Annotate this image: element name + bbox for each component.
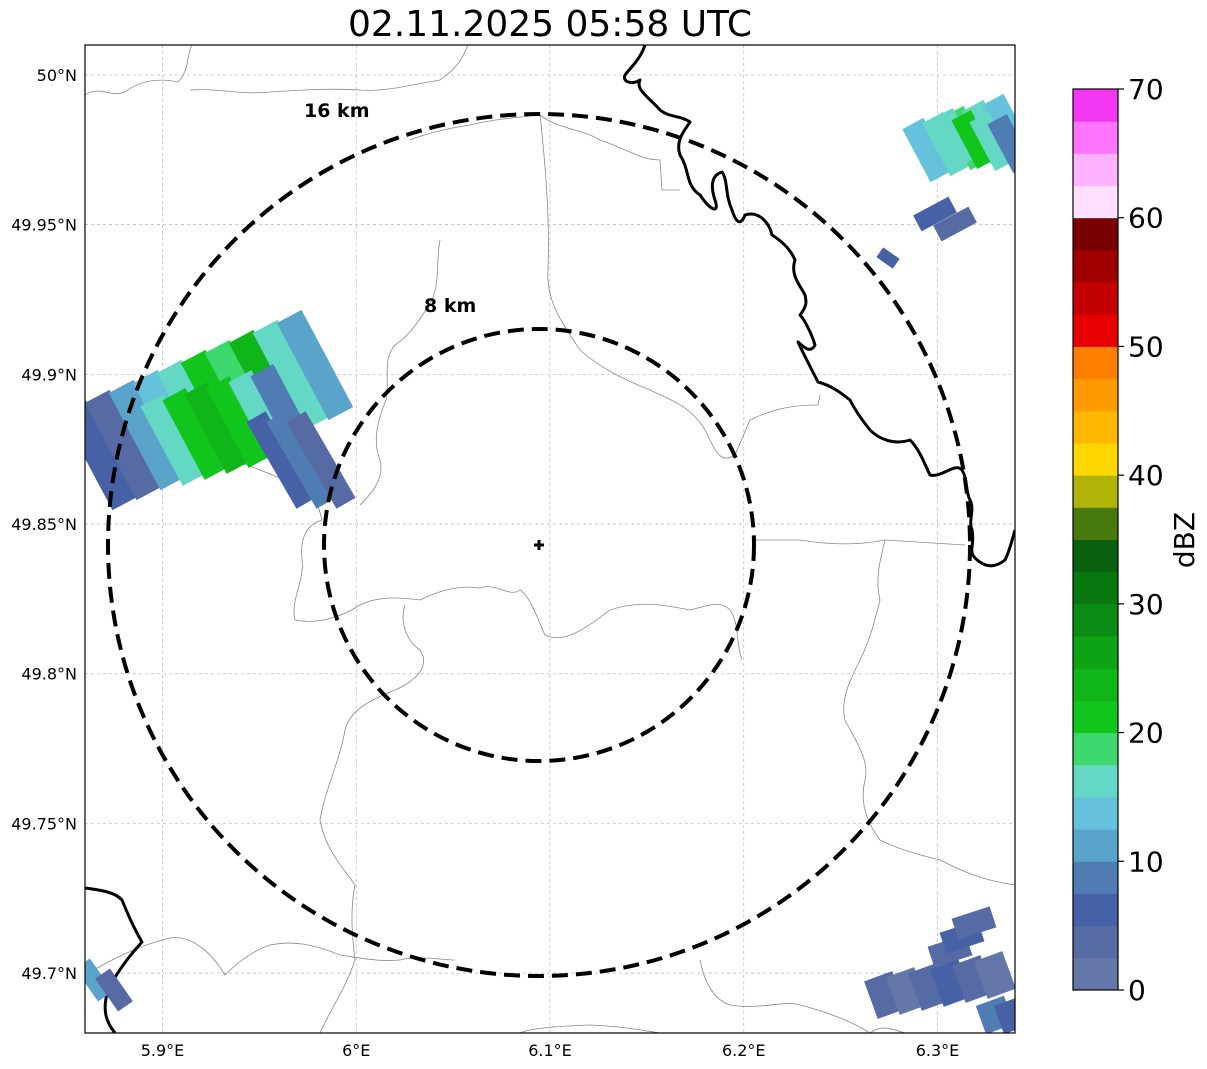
colorbar-bin [1073, 89, 1118, 122]
colorbar [1073, 89, 1118, 991]
longitude-tick-labels: 5.9°E 6°E 6.1°E 6.2°E 6.3°E [141, 1041, 960, 1060]
map-title: 02.11.2025 05:58 UTC [347, 4, 753, 45]
colorbar-bin [1073, 539, 1118, 573]
radar-echo-cell [902, 117, 952, 183]
colorbar-bin [1073, 153, 1118, 187]
lon-tick-label: 5.9°E [141, 1041, 185, 1060]
colorbar-bin [1073, 217, 1118, 251]
colorbar-tick-label: 60 [1128, 202, 1164, 235]
radar-echo-cell [85, 958, 113, 1002]
radar-echo-cell [206, 376, 272, 468]
radar-reflectivity [85, 93, 1015, 1033]
colorbar-bin [1073, 764, 1118, 798]
lon-tick-label: 6.2°E [722, 1041, 766, 1060]
map-frame [84, 44, 1016, 1034]
colorbar-bin [1073, 507, 1118, 540]
radar-echo-cell [969, 112, 1015, 171]
colorbar-bin [1073, 282, 1118, 315]
colorbar-bin [1073, 700, 1118, 734]
range-ring-8km [322, 327, 756, 763]
radar-echo-cell [951, 906, 997, 940]
radar-echo-cell [286, 411, 356, 509]
radar-echo-cell [162, 388, 228, 480]
colorbar-bin [1073, 603, 1118, 637]
colorbar-bin [1073, 732, 1118, 766]
lon-tick-label: 6.3°E [916, 1041, 960, 1060]
lat-tick-label: 49.9°N [21, 365, 77, 384]
colorbar-frame [1072, 88, 1119, 991]
colorbar-bin [1073, 861, 1118, 894]
colorbar-bin [1073, 121, 1118, 154]
colorbar-tick-label: 50 [1128, 330, 1164, 363]
radar-echo-cell [974, 951, 1015, 999]
colorbar-bin [1073, 249, 1118, 283]
colorbar-bin [1073, 314, 1118, 347]
radar-echo-cell [95, 968, 133, 1012]
colorbar-bin [1073, 475, 1118, 508]
colorbar-tick-label: 20 [1128, 717, 1164, 750]
colorbar-bin [1073, 925, 1118, 959]
lat-tick-label: 49.8°N [21, 665, 77, 684]
radar-echo-cell [266, 411, 336, 509]
radar-echo-cell [276, 309, 354, 421]
radar-echo-cell [913, 196, 957, 232]
radar-echo-cell [993, 995, 1015, 1033]
colorbar-tick-labels: 0 10 20 30 40 50 60 70 [1118, 73, 1164, 1007]
map-gridlines [85, 45, 1015, 1033]
colorbar-tick-label: 0 [1128, 974, 1146, 1007]
lat-tick-label: 49.75°N [11, 814, 77, 833]
radar-echo-cell [933, 108, 979, 167]
radar-echo-cell [85, 399, 138, 511]
radar-echo-cell [184, 382, 250, 474]
colorbar-bin [1073, 668, 1118, 701]
colorbar-tick-label: 40 [1128, 459, 1164, 492]
lat-tick-label: 50°N [37, 66, 77, 85]
radar-echo-cell [933, 206, 977, 242]
latitude-tick-labels: 50°N 49.95°N 49.9°N 49.85°N 49.8°N 49.75°N 49.… [11, 66, 77, 983]
radar-echo-cell [252, 319, 330, 431]
lat-tick-label: 49.95°N [11, 216, 77, 235]
colorbar-tick-label: 70 [1128, 73, 1164, 106]
lat-tick-label: 49.85°N [11, 515, 77, 534]
colorbar-tick-label: 10 [1128, 845, 1164, 878]
colorbar-bin [1073, 957, 1118, 991]
colorbar-bin [1073, 346, 1118, 380]
radar-echo-cell [951, 110, 997, 169]
radar-echo-cell [987, 114, 1015, 173]
radar-site-marker [534, 540, 544, 550]
range-rings [106, 112, 972, 978]
range-ring-16km [106, 112, 972, 978]
radar-echo-cell [85, 389, 162, 501]
colorbar-tick-label: 30 [1128, 588, 1164, 621]
lon-tick-label: 6.1°E [528, 1041, 572, 1060]
ring-label-16km: 16 km [304, 100, 370, 122]
colorbar-bin [1073, 796, 1118, 830]
admin-boundaries [85, 45, 1015, 1033]
colorbar-bin [1073, 185, 1118, 219]
ring-label-8km: 8 km [424, 295, 476, 317]
colorbar-unit-label: dBZ [1168, 512, 1201, 568]
colorbar-bin [1073, 442, 1118, 476]
radar-echo-cell [140, 394, 206, 486]
colorbar-bin [1073, 410, 1118, 444]
lon-tick-label: 6°E [342, 1041, 370, 1060]
colorbar-bin [1073, 378, 1118, 412]
radar-echo-cell [246, 411, 316, 509]
colorbar-bin [1073, 636, 1118, 669]
colorbar-bin [1073, 893, 1118, 927]
radar-echo-cell [876, 247, 900, 269]
colorbar-bin [1073, 571, 1118, 605]
lat-tick-label: 49.7°N [21, 964, 77, 983]
colorbar-bin [1073, 829, 1118, 862]
radar-echo-cell [108, 379, 186, 491]
